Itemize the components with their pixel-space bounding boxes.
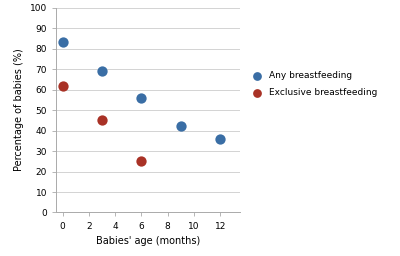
Exclusive breastfeeding [138,159,145,163]
Any breastfeeding [99,69,105,73]
X-axis label: Babies' age (months): Babies' age (months) [96,236,200,246]
Y-axis label: Percentage of babies (%): Percentage of babies (%) [14,49,24,172]
Any breastfeeding [178,124,184,129]
Any breastfeeding [217,137,224,141]
Exclusive breastfeeding [99,118,105,122]
Any breastfeeding [59,40,66,45]
Any breastfeeding [138,96,145,100]
Legend: Any breastfeeding, Exclusive breastfeeding: Any breastfeeding, Exclusive breastfeedi… [246,70,379,99]
Exclusive breastfeeding [59,83,66,88]
